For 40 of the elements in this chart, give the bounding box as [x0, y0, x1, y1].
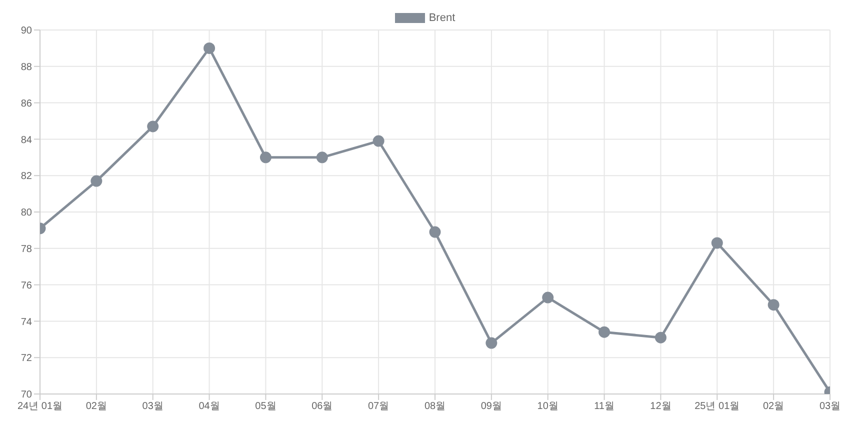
x-tick-label: 10월: [537, 401, 558, 412]
x-tick-label: 08월: [424, 401, 446, 412]
y-tick-label: 90: [20, 26, 32, 37]
y-tick-label: 78: [20, 244, 32, 255]
x-tick-label: 03월: [142, 401, 164, 412]
point: [147, 120, 159, 132]
point: [260, 152, 272, 164]
x-tick-label: 04월: [198, 401, 220, 412]
point: [204, 42, 216, 54]
point: [90, 175, 102, 187]
legend-label: Brent: [428, 12, 456, 24]
y-tick-label: 84: [20, 134, 32, 146]
point: [598, 326, 610, 338]
y-tick-label: 70: [20, 390, 32, 401]
y-tick-label: 82: [20, 171, 32, 182]
x-tick-label: 25년 01월: [694, 401, 740, 412]
point: [486, 337, 498, 349]
y-tick-label: 72: [20, 353, 32, 364]
point: [316, 152, 328, 164]
x-tick-label: 12월: [650, 401, 672, 412]
point: [429, 226, 441, 238]
x-tick-label: 07월: [368, 401, 390, 412]
y-tick-label: 76: [20, 280, 32, 292]
x-tick-label: 24년 01월: [17, 401, 63, 412]
x-tick-label: 06월: [312, 401, 333, 412]
point: [711, 237, 723, 249]
x-tick-label: 03월: [819, 401, 841, 412]
x-tick-label: 11월: [594, 401, 614, 412]
point: [372, 135, 384, 147]
point: [654, 332, 666, 344]
point: [542, 292, 554, 304]
x-tick-label: 09월: [480, 401, 502, 412]
y-tick-label: 74: [20, 316, 32, 328]
y-tick-label: 80: [20, 208, 32, 219]
y-tick-label: 86: [20, 98, 32, 110]
x-tick-label: 02월: [763, 401, 784, 412]
x-tick-label: 02월: [86, 401, 107, 412]
y-tick-label: 88: [20, 62, 32, 73]
x-tick-label: 05월: [255, 401, 276, 412]
point: [768, 299, 780, 311]
